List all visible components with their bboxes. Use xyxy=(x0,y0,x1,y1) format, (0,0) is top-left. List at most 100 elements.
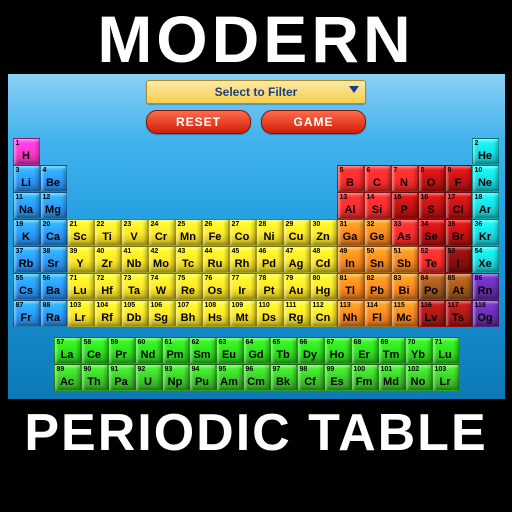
element-si[interactable]: 14Si xyxy=(364,192,391,219)
element-p[interactable]: 15P xyxy=(391,192,418,219)
element-zr[interactable]: 40Zr xyxy=(94,246,121,273)
element-pd[interactable]: 46Pd xyxy=(256,246,283,273)
element-ds[interactable]: 110Ds xyxy=(256,300,283,327)
element-fl[interactable]: 114Fl xyxy=(364,300,391,327)
element-hs[interactable]: 108Hs xyxy=(202,300,229,327)
element-pr[interactable]: 59Pr xyxy=(108,337,135,364)
element-li[interactable]: 3Li xyxy=(13,165,40,192)
element-ar[interactable]: 18Ar xyxy=(472,192,499,219)
element-cn[interactable]: 112Cn xyxy=(310,300,337,327)
element-mg[interactable]: 12Mg xyxy=(40,192,67,219)
element-dy[interactable]: 66Dy xyxy=(297,337,324,364)
element-tl[interactable]: 81Tl xyxy=(337,273,364,300)
element-lv[interactable]: 116Lv xyxy=(418,300,445,327)
element-mn[interactable]: 25Mn xyxy=(175,219,202,246)
element-zn[interactable]: 30Zn xyxy=(310,219,337,246)
element-ra[interactable]: 88Ra xyxy=(40,300,67,327)
element-cr[interactable]: 24Cr xyxy=(148,219,175,246)
element-es[interactable]: 99Es xyxy=(324,364,351,391)
element-as[interactable]: 33As xyxy=(391,219,418,246)
element-be[interactable]: 4Be xyxy=(40,165,67,192)
element-pt[interactable]: 78Pt xyxy=(256,273,283,300)
element-ni[interactable]: 28Ni xyxy=(256,219,283,246)
element-sb[interactable]: 51Sb xyxy=(391,246,418,273)
element-i[interactable]: 53I xyxy=(445,246,472,273)
element-am[interactable]: 95Am xyxy=(216,364,243,391)
element-rf[interactable]: 104Rf xyxy=(94,300,121,327)
element-tc[interactable]: 43Tc xyxy=(175,246,202,273)
element-nh[interactable]: 113Nh xyxy=(337,300,364,327)
element-tm[interactable]: 69Tm xyxy=(378,337,405,364)
element-sg[interactable]: 106Sg xyxy=(148,300,175,327)
element-s[interactable]: 16S xyxy=(418,192,445,219)
element-pa[interactable]: 91Pa xyxy=(108,364,135,391)
element-lu[interactable]: 71Lu xyxy=(67,273,94,300)
element-ca[interactable]: 20Ca xyxy=(40,219,67,246)
element-w[interactable]: 74W xyxy=(148,273,175,300)
element-f[interactable]: 9F xyxy=(445,165,472,192)
filter-dropdown[interactable]: Select to Filter xyxy=(146,80,366,104)
element-nb[interactable]: 41Nb xyxy=(121,246,148,273)
element-sn[interactable]: 50Sn xyxy=(364,246,391,273)
element-he[interactable]: 2He xyxy=(472,138,499,165)
element-cs[interactable]: 55Cs xyxy=(13,273,40,300)
element-mo[interactable]: 42Mo xyxy=(148,246,175,273)
element-rb[interactable]: 37Rb xyxy=(13,246,40,273)
element-hf[interactable]: 72Hf xyxy=(94,273,121,300)
element-cl[interactable]: 17Cl xyxy=(445,192,472,219)
game-button[interactable]: GAME xyxy=(261,110,366,134)
element-ge[interactable]: 32Ge xyxy=(364,219,391,246)
element-au[interactable]: 79Au xyxy=(283,273,310,300)
element-ru[interactable]: 44Ru xyxy=(202,246,229,273)
element-v[interactable]: 23V xyxy=(121,219,148,246)
element-cu[interactable]: 29Cu xyxy=(283,219,310,246)
element-ir[interactable]: 77Ir xyxy=(229,273,256,300)
element-sr[interactable]: 38Sr xyxy=(40,246,67,273)
element-er[interactable]: 68Er xyxy=(351,337,378,364)
element-al[interactable]: 13Al xyxy=(337,192,364,219)
element-mc[interactable]: 115Mc xyxy=(391,300,418,327)
element-gd[interactable]: 64Gd xyxy=(243,337,270,364)
element-db[interactable]: 105Db xyxy=(121,300,148,327)
element-c[interactable]: 6C xyxy=(364,165,391,192)
reset-button[interactable]: RESET xyxy=(146,110,251,134)
element-th[interactable]: 90Th xyxy=(81,364,108,391)
element-ag[interactable]: 47Ag xyxy=(283,246,310,273)
element-na[interactable]: 11Na xyxy=(13,192,40,219)
element-k[interactable]: 19K xyxy=(13,219,40,246)
element-rn[interactable]: 86Rn xyxy=(472,273,499,300)
element-u[interactable]: 92U xyxy=(135,364,162,391)
element-fr[interactable]: 87Fr xyxy=(13,300,40,327)
element-nd[interactable]: 60Nd xyxy=(135,337,162,364)
element-rg[interactable]: 111Rg xyxy=(283,300,310,327)
element-pb[interactable]: 82Pb xyxy=(364,273,391,300)
element-h[interactable]: 1H xyxy=(13,138,40,165)
element-ho[interactable]: 67Ho xyxy=(324,337,351,364)
element-se[interactable]: 34Se xyxy=(418,219,445,246)
element-md[interactable]: 101Md xyxy=(378,364,405,391)
element-ba[interactable]: 56Ba xyxy=(40,273,67,300)
element-eu[interactable]: 63Eu xyxy=(216,337,243,364)
element-ce[interactable]: 58Ce xyxy=(81,337,108,364)
element-xe[interactable]: 54Xe xyxy=(472,246,499,273)
element-ac[interactable]: 89Ac xyxy=(54,364,81,391)
element-yb[interactable]: 70Yb xyxy=(405,337,432,364)
element-br[interactable]: 35Br xyxy=(445,219,472,246)
element-fe[interactable]: 26Fe xyxy=(202,219,229,246)
element-ta[interactable]: 73Ta xyxy=(121,273,148,300)
element-mt[interactable]: 109Mt xyxy=(229,300,256,327)
element-bh[interactable]: 107Bh xyxy=(175,300,202,327)
element-no[interactable]: 102No xyxy=(405,364,432,391)
element-kr[interactable]: 36Kr xyxy=(472,219,499,246)
element-ti[interactable]: 22Ti xyxy=(94,219,121,246)
element-lr[interactable]: 103Lr xyxy=(67,300,94,327)
element-co[interactable]: 27Co xyxy=(229,219,256,246)
element-pm[interactable]: 61Pm xyxy=(162,337,189,364)
element-ga[interactable]: 31Ga xyxy=(337,219,364,246)
element-n[interactable]: 7N xyxy=(391,165,418,192)
element-in[interactable]: 49In xyxy=(337,246,364,273)
element-at[interactable]: 85At xyxy=(445,273,472,300)
element-fm[interactable]: 100Fm xyxy=(351,364,378,391)
element-lr[interactable]: 103Lr xyxy=(432,364,459,391)
element-og[interactable]: 118Og xyxy=(472,300,499,327)
